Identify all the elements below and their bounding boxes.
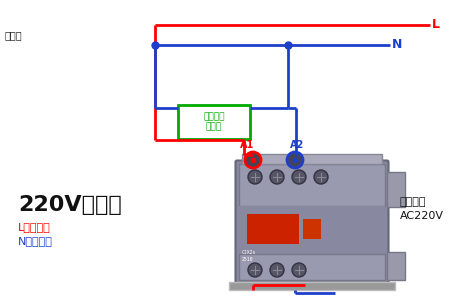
Circle shape [245, 152, 261, 168]
Text: A1: A1 [240, 140, 254, 150]
Circle shape [292, 170, 306, 184]
Text: L: L [432, 18, 440, 31]
Bar [387, 172, 405, 207]
Text: L代表火线: L代表火线 [18, 222, 51, 232]
Circle shape [287, 152, 303, 168]
Bar [229, 282, 395, 290]
Bar [239, 254, 385, 280]
Bar [247, 214, 299, 244]
Circle shape [270, 170, 284, 184]
Text: N代表零线: N代表零线 [18, 236, 53, 246]
Text: 电源端: 电源端 [5, 30, 23, 40]
Text: 控制元件
及开关: 控制元件 及开关 [203, 112, 225, 132]
Bar [242, 154, 382, 164]
Bar [303, 219, 321, 239]
Bar [239, 164, 385, 206]
Circle shape [248, 170, 262, 184]
Text: N: N [392, 38, 402, 52]
Circle shape [314, 170, 328, 184]
FancyBboxPatch shape [236, 160, 389, 284]
Text: 2510: 2510 [242, 257, 254, 262]
Circle shape [270, 263, 284, 277]
Bar [387, 252, 405, 280]
Text: CJX2s: CJX2s [242, 250, 256, 255]
Circle shape [248, 263, 262, 277]
Text: A2: A2 [290, 140, 304, 150]
Text: 220V接线图: 220V接线图 [18, 195, 122, 215]
Bar [239, 206, 385, 261]
Text: 线圈电压: 线圈电压 [400, 197, 427, 207]
Text: AC220V: AC220V [400, 211, 444, 221]
Circle shape [292, 263, 306, 277]
Bar [178, 105, 250, 139]
